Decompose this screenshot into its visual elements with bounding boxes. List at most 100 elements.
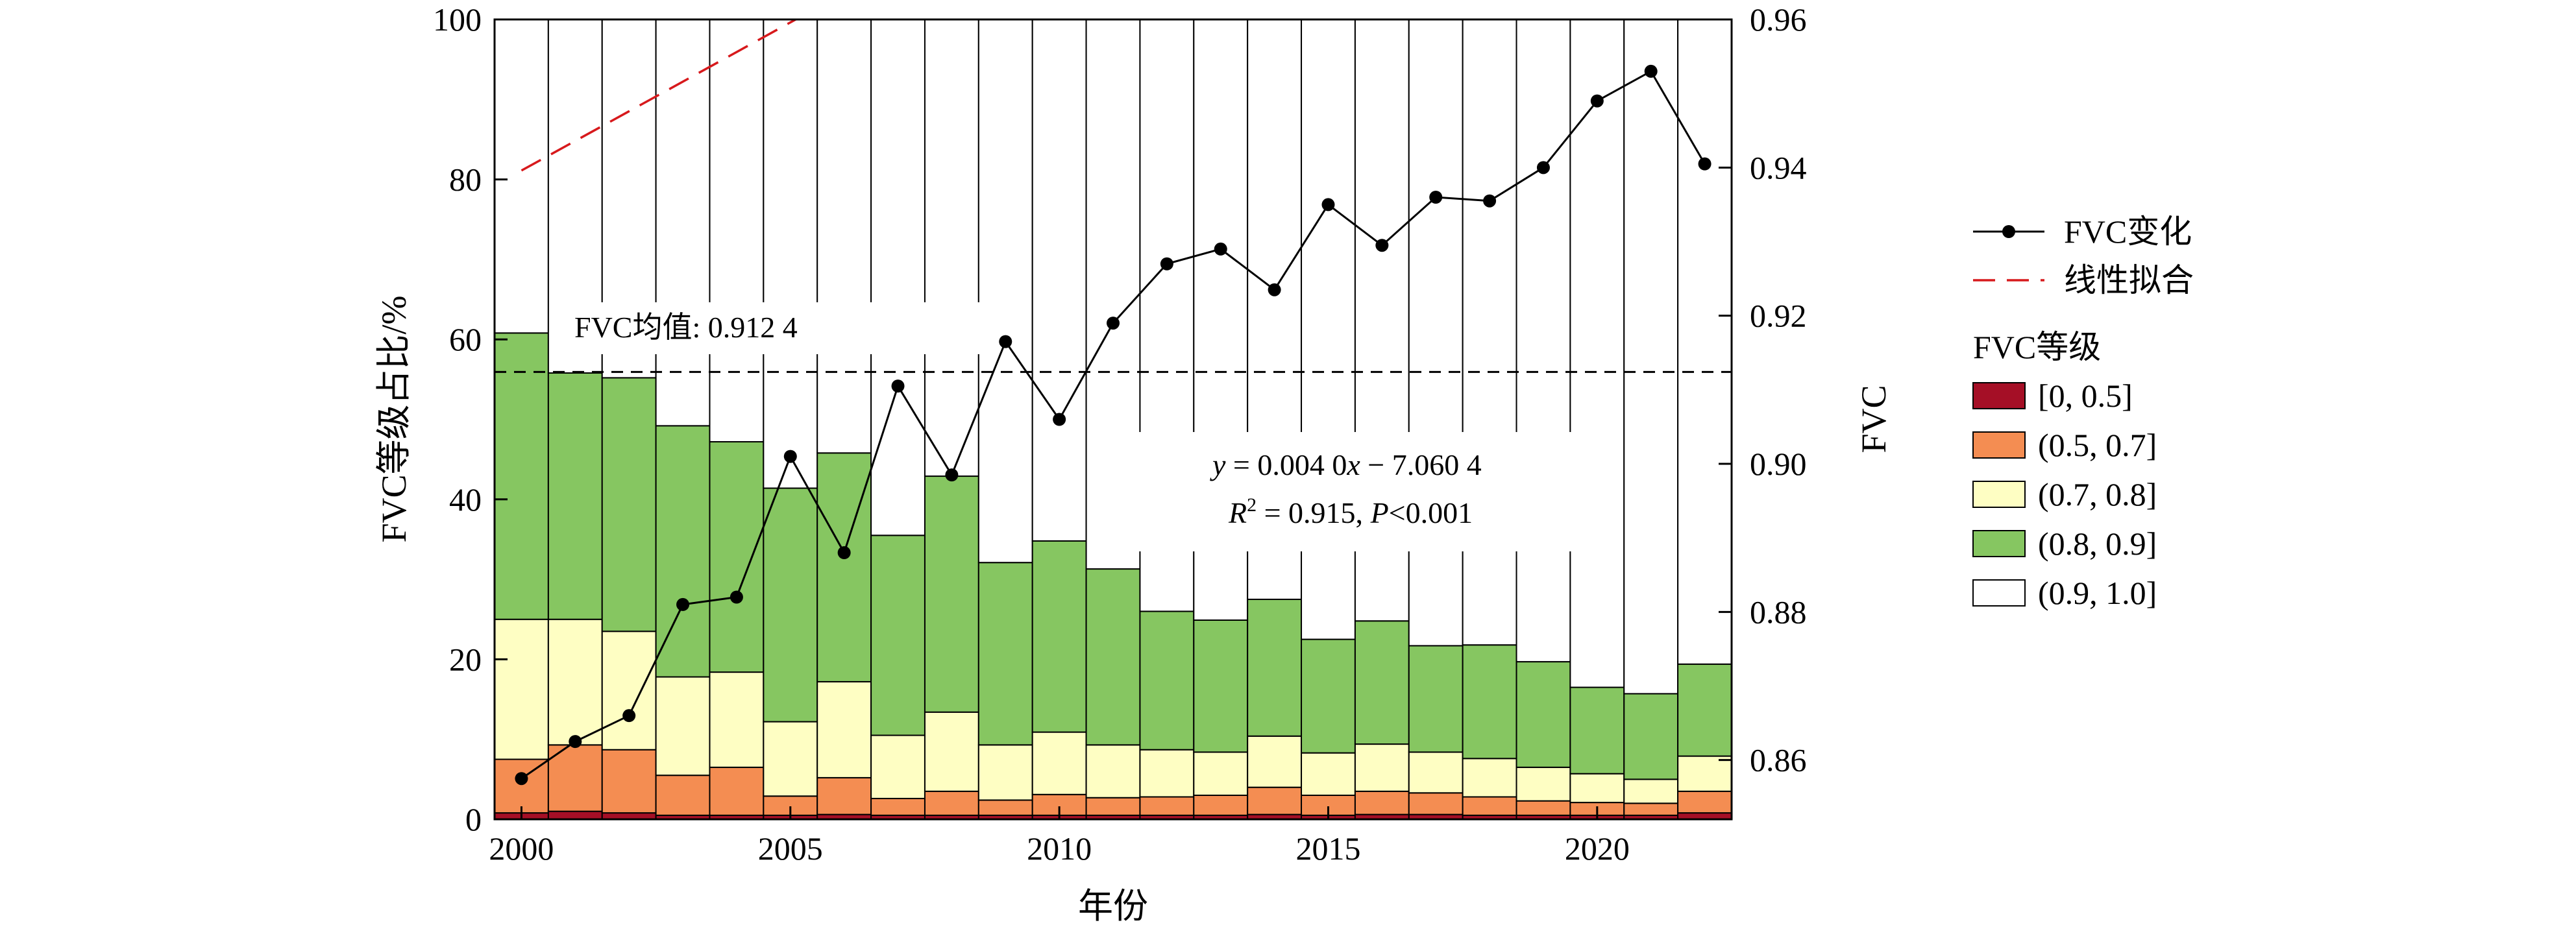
r2-value: = 0.915, xyxy=(1257,496,1370,529)
bar-segment-2002-3 xyxy=(601,377,657,632)
bar-segment-2004-2 xyxy=(709,671,765,768)
x-tick-label-2020: 2020 xyxy=(1565,830,1630,867)
fit-stats: R2 = 0.915, P<0.001 xyxy=(1228,494,1473,529)
legend-swatch-3 xyxy=(1972,530,2026,557)
fvc-point-2000 xyxy=(515,772,528,786)
legend-fvc-label: FVC变化 xyxy=(2064,213,2192,250)
bar-segment-2004-3 xyxy=(709,441,765,673)
bar-segment-2013-2 xyxy=(1193,751,1249,797)
bar-segment-2004-1 xyxy=(709,766,765,816)
bar-segment-2012-1 xyxy=(1139,796,1195,816)
y2-tick-label-0.86: 0.86 xyxy=(1750,742,1807,778)
y-tick-label-60: 60 xyxy=(449,321,482,357)
bar-segment-2018-1 xyxy=(1462,796,1517,816)
bar-segment-2006-1 xyxy=(816,776,872,815)
bar-segment-2021-2 xyxy=(1623,778,1679,804)
eq-intercept: − 7.060 4 xyxy=(1360,448,1482,481)
bar-segment-2005-2 xyxy=(763,721,818,797)
legend-swatch-0 xyxy=(1972,382,2026,409)
bar-segment-2020-3 xyxy=(1569,686,1625,775)
bar-segment-2007-1 xyxy=(870,797,926,816)
bar-segment-2005-3 xyxy=(763,487,818,723)
bar-segment-2010-3 xyxy=(1031,540,1087,733)
fvc-point-2018 xyxy=(1483,194,1497,208)
bar-segment-2007-4 xyxy=(870,19,926,536)
legend-label-1: (0.5, 0.7] xyxy=(2038,427,2157,463)
y2-tick-label-0.96: 0.96 xyxy=(1750,1,1807,38)
y-tick-label-40: 40 xyxy=(449,481,482,518)
plot-frame xyxy=(493,18,1733,821)
fvc-point-2015 xyxy=(1321,198,1335,211)
bar-segment-2015-2 xyxy=(1301,752,1356,797)
bar-segment-2020-4 xyxy=(1569,19,1625,688)
y-tick-label-80: 80 xyxy=(449,162,482,198)
bar-segment-2001-3 xyxy=(547,372,603,620)
bar-segment-2009-4 xyxy=(977,19,1033,564)
fit-equation: y = 0.004 0x − 7.060 4 xyxy=(1210,448,1482,481)
bar-segment-2018-3 xyxy=(1462,644,1517,760)
legend-label-4: (0.9, 1.0] xyxy=(2038,575,2157,611)
fvc-point-2019 xyxy=(1536,161,1550,174)
legend-swatch-2 xyxy=(1972,481,2026,508)
bar-segment-2019-2 xyxy=(1515,766,1571,802)
fvc-point-2007 xyxy=(891,379,905,393)
fvc-point-2002 xyxy=(622,709,636,723)
bar-segment-2006-4 xyxy=(816,19,872,454)
eq-y: y xyxy=(1210,448,1226,481)
bar-segment-2008-2 xyxy=(924,711,979,792)
fvc-point-2004 xyxy=(730,590,743,604)
bar-segment-2012-2 xyxy=(1139,749,1195,798)
bar-segment-2019-4 xyxy=(1515,19,1571,663)
bar-segment-2022-3 xyxy=(1677,663,1732,757)
bar-segment-2012-3 xyxy=(1139,610,1195,751)
fvc-point-2006 xyxy=(837,546,851,559)
fvc-point-2013 xyxy=(1214,242,1227,256)
bar-segment-2003-1 xyxy=(655,775,711,816)
bar-segment-2008-4 xyxy=(924,19,979,477)
bar-segment-2009-3 xyxy=(977,562,1033,746)
r2-r: R xyxy=(1228,496,1247,529)
mean-label: FVC均值: 0.912 4 xyxy=(574,311,798,344)
bar-segment-2007-3 xyxy=(870,535,926,736)
mean-label-box xyxy=(550,302,980,354)
legend-swatch-1 xyxy=(1972,431,2026,459)
bar-segment-2021-4 xyxy=(1623,19,1679,695)
fvc-point-2022 xyxy=(1698,157,1711,171)
bar-segment-2022-1 xyxy=(1677,790,1732,814)
bar-segment-2018-2 xyxy=(1462,758,1517,798)
bar-segment-2014-2 xyxy=(1247,735,1303,788)
bar-segment-2013-3 xyxy=(1193,619,1249,753)
annotations: FVC均值: 0.912 4 y = 0.004 0x − 7.060 4 R2… xyxy=(550,302,1587,551)
bar-segment-2001-0 xyxy=(547,810,603,821)
bar-segment-2009-1 xyxy=(977,799,1033,816)
p-value: <0.001 xyxy=(1389,496,1473,529)
legend-swatch-4 xyxy=(1972,579,2026,607)
x-tick-label-2000: 2000 xyxy=(489,830,554,867)
bar-segment-2008-3 xyxy=(924,475,979,713)
x-tick-label-2010: 2010 xyxy=(1027,830,1092,867)
legend-label-3: (0.8, 0.9] xyxy=(2038,525,2157,562)
bar-segment-2006-2 xyxy=(816,680,872,778)
y2-tick-label-0.90: 0.90 xyxy=(1750,446,1807,482)
x-axis-label: 年份 xyxy=(1078,887,1148,926)
bar-segment-2001-2 xyxy=(547,618,603,746)
fvc-point-2001 xyxy=(569,735,582,749)
p-letter: P xyxy=(1370,496,1389,529)
fvc-point-2012 xyxy=(1160,257,1173,271)
fvc-point-2010 xyxy=(1053,413,1066,426)
bar-segment-2008-1 xyxy=(924,790,979,816)
bar-segment-2014-1 xyxy=(1247,786,1303,815)
fvc-point-2003 xyxy=(676,597,690,611)
fvc-point-2017 xyxy=(1429,191,1443,204)
equation-box xyxy=(1133,432,1587,551)
bar-segment-2010-4 xyxy=(1031,19,1087,542)
bar-segment-2020-2 xyxy=(1569,773,1625,804)
fvc-point-2020 xyxy=(1590,94,1604,108)
bar-segment-2017-4 xyxy=(1408,19,1464,647)
bar-segment-2009-2 xyxy=(977,744,1033,801)
bar-segment-2011-4 xyxy=(1085,19,1141,570)
bar-segment-2021-3 xyxy=(1623,693,1679,780)
bar-segment-2003-3 xyxy=(655,425,711,678)
